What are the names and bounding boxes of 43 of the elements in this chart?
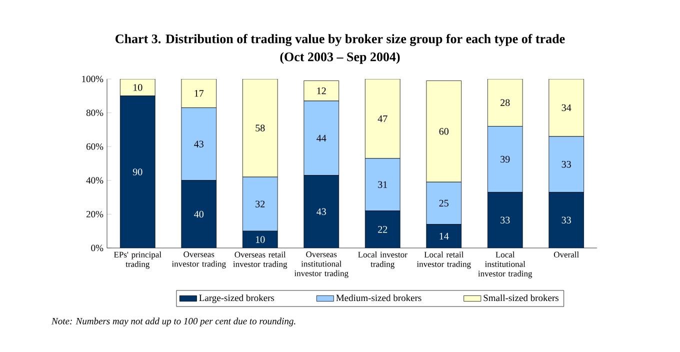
- chart-title: Chart 3. Distribution of trading value by broker size group for each type of trade: [116, 34, 565, 46]
- x-tick-label: Local institutional investor trading: [478, 252, 532, 278]
- data-label: 60: [439, 128, 448, 135]
- data-label: 33: [562, 160, 571, 168]
- data-label: 12: [317, 88, 326, 94]
- data-label: 90: [132, 168, 142, 176]
- x-tick-label: Overseas investor trading: [172, 252, 226, 268]
- data-label: 44: [316, 134, 326, 142]
- y-tick-label: 20%: [86, 210, 104, 218]
- x-tick-label: Local investor trading: [358, 252, 408, 269]
- data-label: 17: [194, 90, 204, 97]
- data-label: 14: [440, 232, 449, 240]
- y-tick-label: 60%: [86, 143, 104, 150]
- data-label: 22: [378, 226, 388, 233]
- data-label: 47: [378, 115, 388, 122]
- legend-label: Small-sized brokers: [484, 294, 558, 302]
- data-label: 58: [256, 124, 265, 132]
- x-tick-label: EPs' principal trading: [114, 252, 162, 269]
- data-label: 31: [378, 181, 388, 188]
- text: Note: Numbers may not add up to 100 per cent due to rounding.: [51, 318, 296, 326]
- data-label: 39: [500, 156, 510, 163]
- y-tick-label: 100%: [82, 76, 104, 82]
- chart-subtitle: (Oct 2003 – Sep 2004): [280, 52, 400, 64]
- x-tick-label: Local retail investor trading: [416, 252, 471, 269]
- data-label: 40: [194, 210, 204, 218]
- data-label: 43: [194, 140, 204, 148]
- data-label: 10: [256, 236, 265, 243]
- data-label: 25: [439, 200, 448, 207]
- data-label: 43: [316, 208, 326, 216]
- legend-label: Medium-sized brokers: [336, 294, 422, 302]
- y-tick-label: 80%: [86, 110, 104, 116]
- data-label: 33: [562, 216, 571, 224]
- y-tick-label: 40%: [86, 177, 104, 184]
- data-label: 34: [562, 104, 572, 112]
- legend-label: Large-sized brokers: [199, 294, 274, 304]
- y-tick-label: 0%: [91, 244, 104, 252]
- x-tick-label: Overall: [554, 252, 579, 258]
- data-label: 33: [500, 216, 510, 224]
- data-label: 28: [500, 99, 510, 106]
- data-label: 32: [256, 200, 265, 208]
- x-tick-label: Overseas retail investor trading: [233, 252, 288, 269]
- x-tick-label: Overseas institutional investor trading: [294, 252, 348, 278]
- data-label: 10: [134, 84, 142, 91]
